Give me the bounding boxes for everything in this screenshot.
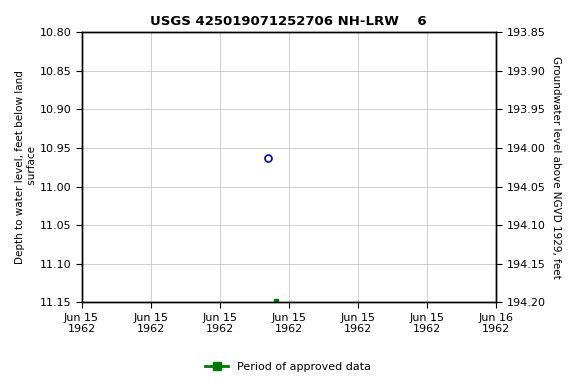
Y-axis label: Depth to water level, feet below land
 surface: Depth to water level, feet below land su… xyxy=(15,70,37,264)
Legend: Period of approved data: Period of approved data xyxy=(201,358,375,377)
Title: USGS 425019071252706 NH-LRW    6: USGS 425019071252706 NH-LRW 6 xyxy=(150,15,427,28)
Y-axis label: Groundwater level above NGVD 1929, feet: Groundwater level above NGVD 1929, feet xyxy=(551,56,561,278)
